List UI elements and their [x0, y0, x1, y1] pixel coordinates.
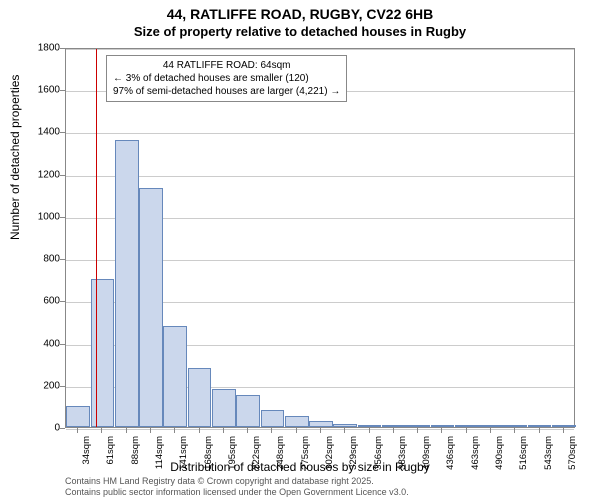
x-axis-label: Distribution of detached houses by size …: [0, 460, 600, 474]
x-tick-mark: [563, 428, 564, 433]
footer-line-2: Contains public sector information licen…: [65, 487, 409, 498]
footer-line-1: Contains HM Land Registry data © Crown c…: [65, 476, 409, 487]
x-tick-mark: [174, 428, 175, 433]
annotation-box: 44 RATLIFFE ROAD: 64sqm ← 3% of detached…: [106, 55, 347, 102]
chart-title-sub: Size of property relative to detached ho…: [0, 24, 600, 39]
x-tick-mark: [296, 428, 297, 433]
x-tick-mark: [271, 428, 272, 433]
y-tick-mark: [60, 175, 65, 176]
x-tick-mark: [441, 428, 442, 433]
bar: [236, 395, 260, 427]
y-tick-mark: [60, 132, 65, 133]
bar: [115, 140, 139, 427]
bar: [285, 416, 309, 427]
grid-line: [66, 49, 574, 50]
footer-text: Contains HM Land Registry data © Crown c…: [65, 476, 409, 498]
y-tick-mark: [60, 48, 65, 49]
annotation-line-1: 44 RATLIFFE ROAD: 64sqm: [113, 59, 340, 72]
x-tick-mark: [514, 428, 515, 433]
x-tick-mark: [77, 428, 78, 433]
bar: [479, 425, 503, 427]
bar: [309, 421, 333, 427]
bar: [212, 389, 236, 427]
x-tick-mark: [126, 428, 127, 433]
chart-title-main: 44, RATLIFFE ROAD, RUGBY, CV22 6HB: [0, 6, 600, 22]
x-tick-mark: [247, 428, 248, 433]
bar: [358, 425, 382, 427]
x-tick-mark: [150, 428, 151, 433]
bar: [431, 425, 455, 427]
reference-line: [96, 49, 98, 427]
y-tick-label: 1600: [38, 85, 60, 96]
x-tick-mark: [320, 428, 321, 433]
x-tick-mark: [199, 428, 200, 433]
x-tick-mark: [223, 428, 224, 433]
bar: [382, 425, 406, 427]
y-tick-label: 1200: [38, 169, 60, 180]
bar: [139, 188, 163, 427]
x-tick-mark: [490, 428, 491, 433]
y-tick-label: 200: [43, 380, 60, 391]
annotation-line-3: 97% of semi-detached houses are larger (…: [113, 85, 340, 98]
bar: [528, 425, 552, 427]
y-tick-label: 0: [54, 423, 60, 434]
bar: [163, 326, 187, 427]
x-tick-mark: [393, 428, 394, 433]
y-tick-label: 1400: [38, 127, 60, 138]
plot-area: 44 RATLIFFE ROAD: 64sqm ← 3% of detached…: [65, 48, 575, 428]
y-tick-label: 1800: [38, 43, 60, 54]
chart-container: 44, RATLIFFE ROAD, RUGBY, CV22 6HB Size …: [0, 0, 600, 500]
bar: [503, 425, 527, 427]
x-tick-mark: [344, 428, 345, 433]
y-tick-mark: [60, 428, 65, 429]
x-tick-mark: [466, 428, 467, 433]
x-tick-mark: [101, 428, 102, 433]
bar: [455, 425, 479, 427]
y-tick-label: 600: [43, 296, 60, 307]
y-tick-mark: [60, 217, 65, 218]
y-tick-label: 400: [43, 338, 60, 349]
x-tick-mark: [417, 428, 418, 433]
bar: [552, 425, 576, 427]
bar: [188, 368, 212, 427]
y-tick-label: 800: [43, 254, 60, 265]
y-tick-mark: [60, 301, 65, 302]
grid-line: [66, 133, 574, 134]
y-tick-mark: [60, 90, 65, 91]
annotation-line-2: ← 3% of detached houses are smaller (120…: [113, 72, 340, 85]
grid-line: [66, 176, 574, 177]
bar: [91, 279, 115, 427]
bar: [333, 424, 357, 427]
bar: [261, 410, 285, 427]
y-tick-mark: [60, 344, 65, 345]
y-tick-mark: [60, 386, 65, 387]
y-tick-label: 1000: [38, 211, 60, 222]
x-tick-mark: [539, 428, 540, 433]
y-axis-label: Number of detached properties: [8, 75, 22, 240]
y-tick-mark: [60, 259, 65, 260]
x-tick-mark: [369, 428, 370, 433]
bar: [406, 425, 430, 427]
bar: [66, 406, 90, 427]
